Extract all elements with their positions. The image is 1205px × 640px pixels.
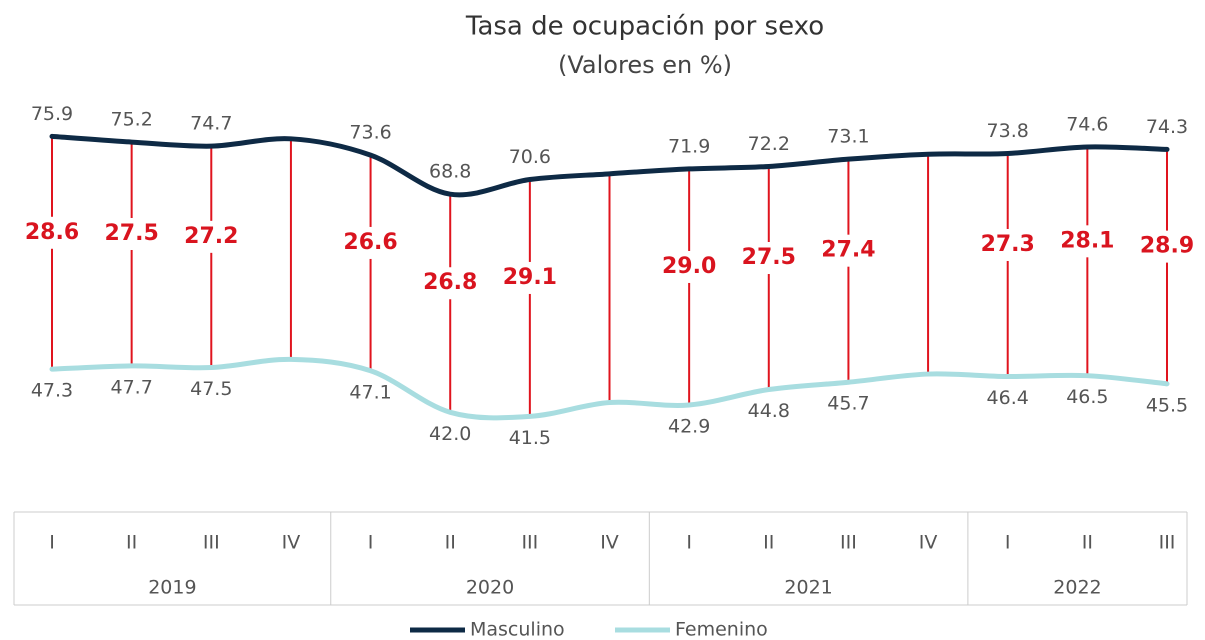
value-label: 46.5 [1066,386,1108,408]
gap-label-bg [655,250,724,283]
value-label: 47.3 [31,380,73,402]
gap-label: 27.5 [105,221,159,246]
gap-label-bg [495,261,564,294]
legend-label: Masculino [470,619,565,640]
value-label: 73.8 [987,120,1029,142]
value-label: 47.5 [190,378,232,400]
value-label: 72.2 [748,133,790,155]
year-label: 2021 [784,577,832,599]
gap-label-bg [97,217,166,250]
gap-label-bg [336,226,405,259]
x-tick-label: III [203,532,220,554]
year-label: 2020 [466,577,514,599]
gap-label: 28.6 [25,220,79,245]
gap-label-bg [1053,225,1122,258]
gap-label-bg [814,234,883,267]
value-label: 75.2 [110,109,152,131]
chart-title: Tasa de ocupación por sexo [465,12,824,42]
value-label: 73.6 [349,122,391,144]
value-label: 45.5 [1146,394,1188,416]
value-label: 74.3 [1146,116,1188,138]
legend-label: Femenino [675,619,768,640]
gap-label: 28.1 [1060,228,1114,253]
series-line [49,356,1170,421]
x-tick-label: III [840,532,857,554]
value-label: 68.8 [429,161,471,183]
value-label: 75.9 [31,103,73,125]
value-label: 42.0 [429,423,471,445]
year-label: 2022 [1053,577,1101,599]
x-tick-label: II [126,532,137,554]
value-label: 41.5 [509,427,551,449]
x-tick-label: I [49,532,55,554]
gap-label: 29.1 [503,265,557,290]
gap-label: 27.3 [981,232,1035,257]
x-tick-label: II [763,532,774,554]
x-tick-label: II [1082,532,1093,554]
x-tick-label: III [521,532,538,554]
gap-label: 26.6 [343,230,397,255]
value-label: 42.9 [668,415,710,437]
x-tick-label: II [445,532,456,554]
gap-label-bg [416,267,485,300]
gap-label-bg [973,228,1042,261]
value-label: 47.7 [110,376,152,398]
x-tick-label: III [1159,532,1176,554]
gap-label-bg [1133,230,1201,263]
gap-label-bg [177,220,246,253]
series-line [49,133,1170,198]
x-tick-label: I [1005,532,1011,554]
x-tick-label: IV [919,532,938,554]
gap-label: 27.5 [742,245,796,270]
x-tick-label: I [686,532,692,554]
value-label: 45.7 [827,393,869,415]
value-label: 70.6 [509,146,551,168]
year-label: 2019 [148,577,196,599]
value-label: 74.7 [190,113,232,135]
x-tick-label: IV [600,532,619,554]
value-label: 46.4 [987,387,1029,409]
value-label: 47.1 [349,381,391,403]
gap-label-bg [18,216,86,249]
value-label: 44.8 [748,400,790,422]
gap-label: 28.9 [1140,234,1194,259]
gap-label: 27.2 [184,224,238,249]
gap-label: 27.4 [821,238,875,263]
gap-label: 26.8 [423,270,477,295]
value-label: 74.6 [1066,113,1108,135]
value-label: 71.9 [668,135,710,157]
gap-label-bg [734,242,803,275]
gap-label: 29.0 [662,254,716,279]
chart-subtitle: (Valores en %) [558,51,732,79]
x-tick-label: I [368,532,374,554]
value-label: 73.1 [827,126,869,148]
x-tick-label: IV [282,532,301,554]
